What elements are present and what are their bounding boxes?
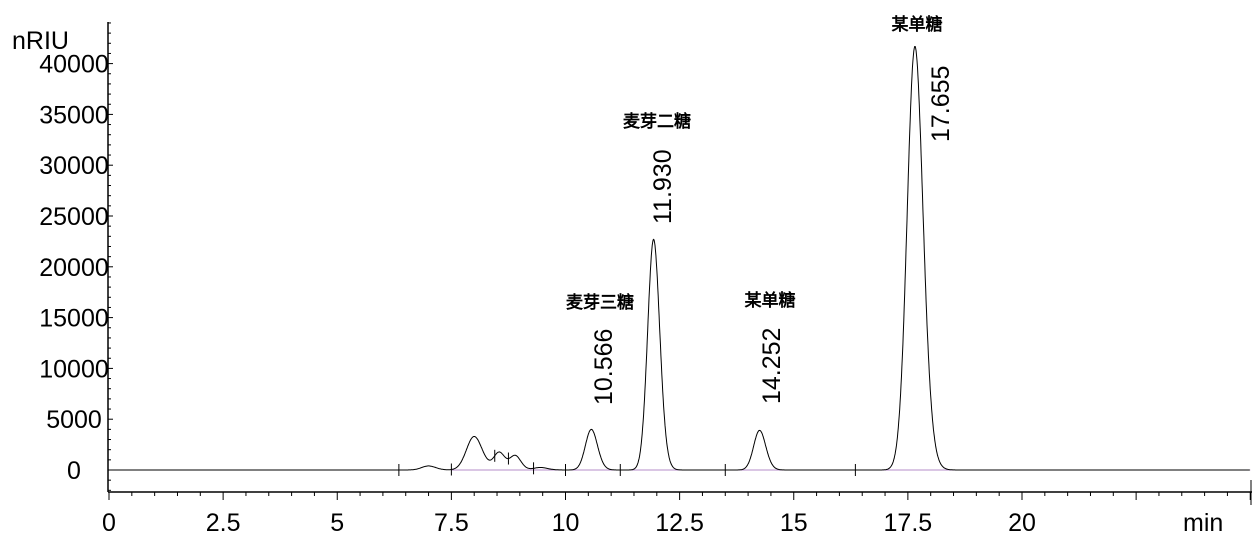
y-axis-label: nRIU xyxy=(12,27,69,55)
x-tick-label: 12.5 xyxy=(655,509,704,537)
x-tick-label: 0 xyxy=(102,509,116,537)
y-tick-label: 5000 xyxy=(46,406,102,434)
y-tick-label: 40000 xyxy=(39,51,109,79)
x-tick-label: 17.5 xyxy=(884,509,933,537)
retention-time-label: 11.930 xyxy=(649,149,677,224)
y-tick-label: 35000 xyxy=(39,101,109,129)
x-tick-label: 10 xyxy=(552,509,580,537)
retention-time-label: 10.566 xyxy=(590,329,618,405)
peak-labels: 10.566 麦芽三糖 11.930 麦芽二糖 14.252 某单糖 17.655 某单糖 xyxy=(566,14,955,405)
retention-time-label: 17.655 xyxy=(927,66,955,142)
y-tick-label: 0 xyxy=(67,457,81,485)
axes: 0 5000 10000 15000 20000 25000 30000 35000 40000… xyxy=(39,22,1252,537)
x-tick-label: 2.5 xyxy=(206,509,241,537)
x-tick-label: 7.5 xyxy=(434,509,469,537)
peak-name-label: 麦芽三糖 xyxy=(566,292,634,313)
y-tick-label: 25000 xyxy=(39,203,109,231)
y-tick-label: 15000 xyxy=(39,305,109,333)
peak-name-label: 麦芽二糖 xyxy=(623,111,691,132)
peak-name-label: 某单糖 xyxy=(745,290,796,311)
y-tick-label: 30000 xyxy=(39,152,109,180)
x-tick-label: 20 xyxy=(1008,509,1036,537)
x-tick-label: 15 xyxy=(780,509,808,537)
peak-name-label: 某单糖 xyxy=(892,14,943,35)
y-tick-label: 10000 xyxy=(39,355,109,383)
trace xyxy=(109,46,1251,476)
chromatogram-trace xyxy=(109,46,1250,471)
x-tick-label: 5 xyxy=(330,509,344,537)
y-tick-label: 20000 xyxy=(39,254,109,282)
retention-time-label: 14.252 xyxy=(758,328,786,404)
x-axis-label: min xyxy=(1183,509,1223,537)
